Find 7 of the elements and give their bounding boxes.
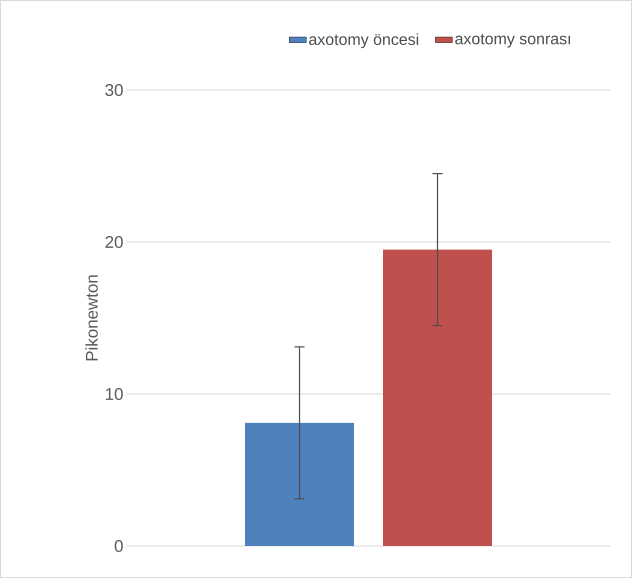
legend-label: axotomy öncesi bbox=[309, 33, 418, 48]
y-axis-title: Pikonewton bbox=[85, 275, 98, 360]
y-tick-label: 0 bbox=[114, 540, 123, 552]
y-tick-label: 30 bbox=[105, 84, 123, 96]
y-tick-label: 10 bbox=[106, 388, 123, 400]
legend-label: axotomy sonrası bbox=[455, 34, 570, 48]
y-tick-label: 20 bbox=[106, 236, 123, 248]
